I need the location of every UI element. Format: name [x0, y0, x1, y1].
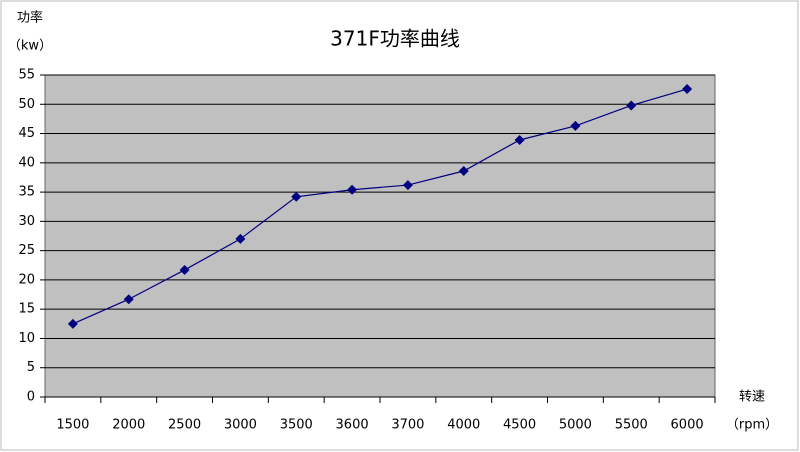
x-tick-label: 3500 — [280, 418, 313, 433]
x-tick-label: 3700 — [391, 418, 424, 433]
y-tick-label: 25 — [18, 243, 35, 258]
marker — [347, 184, 358, 195]
y-tick-label: 45 — [18, 126, 35, 141]
x-tick-label: 5000 — [559, 418, 592, 433]
marker — [67, 318, 78, 329]
x-tick-label: 1500 — [56, 418, 89, 433]
x-tick-label: 3000 — [224, 418, 257, 433]
marker — [514, 134, 525, 145]
x-tick-label: 3600 — [336, 418, 369, 433]
line — [72, 88, 688, 325]
y-tick-label: 35 — [18, 185, 35, 200]
chart-title: 371F功率曲线 — [330, 27, 460, 51]
y-tick-label: 30 — [18, 214, 35, 229]
x-tick-label: 2000 — [112, 418, 145, 433]
marker — [682, 84, 693, 95]
y-axis-label: （kw） — [8, 39, 52, 54]
y-tick-label: 50 — [18, 97, 35, 112]
marker — [123, 294, 134, 305]
y-tick-label: 40 — [18, 155, 35, 170]
plot-area — [44, 74, 716, 398]
x-tick-label: 6000 — [671, 418, 704, 433]
marker — [626, 100, 637, 111]
y-tick-label: 20 — [18, 272, 35, 287]
y-axis-label: 功率 — [17, 10, 43, 26]
marker — [235, 233, 246, 244]
x-axis-label: 转速 — [739, 390, 765, 405]
y-tick-label: 5 — [27, 360, 35, 375]
marker — [291, 191, 302, 202]
y-tick-label: 55 — [18, 68, 35, 83]
marker — [402, 180, 413, 191]
y-tick-label: 0 — [27, 390, 35, 405]
x-tick-label: 2500 — [168, 418, 201, 433]
marker — [458, 166, 469, 177]
x-tick-label: 4000 — [447, 418, 480, 433]
x-axis-label: （rpm） — [726, 418, 778, 433]
x-tick-label: 5500 — [615, 418, 648, 433]
y-tick-label: 10 — [18, 331, 35, 346]
x-tick-label: 4500 — [503, 418, 536, 433]
marker — [179, 264, 190, 275]
marker — [570, 120, 581, 131]
y-tick-label: 15 — [18, 302, 35, 317]
